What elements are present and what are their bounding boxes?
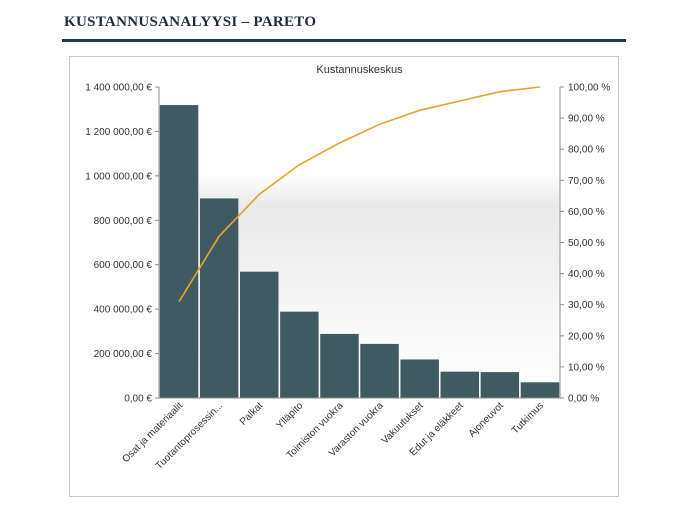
y2-tick-label: 70,00 %	[568, 176, 605, 187]
x-tick-label: Ylläpito	[274, 400, 305, 431]
page-title: KUSTANNUSANALYYSI – PARETO	[64, 14, 317, 30]
y-tick-label: 600 000,00 €	[94, 260, 153, 271]
bar	[279, 311, 320, 399]
y2-tick-label: 60,00 %	[568, 207, 605, 218]
cumulative-line	[178, 86, 541, 303]
title-rule	[62, 39, 626, 42]
y2-tick-label: 10,00 %	[568, 362, 605, 373]
y-tick-label: 200 000,00 €	[94, 349, 153, 360]
y-tick-label: 1 200 000,00 €	[85, 127, 152, 138]
y2-tick-label: 80,00 %	[568, 145, 605, 156]
x-tick-label: Tuotantoprosessin...	[154, 400, 226, 472]
y2-tick-label: 0,00 %	[568, 394, 599, 405]
y2-tick-label: 20,00 %	[568, 331, 605, 342]
y2-tick-label: 100,00 %	[568, 83, 610, 94]
x-tick-label: Tutkimus	[510, 400, 546, 436]
y-tick-label: 1 400 000,00 €	[85, 83, 152, 94]
chart-title: Kustannuskeskus	[316, 64, 403, 76]
y2-tick-label: 50,00 %	[568, 238, 605, 249]
bar	[399, 358, 440, 399]
bar	[159, 104, 199, 399]
y2-tick-label: 30,00 %	[568, 300, 605, 311]
bar	[520, 381, 560, 399]
bar	[479, 371, 520, 399]
y-tick-label: 0,00 €	[124, 394, 152, 405]
bar	[199, 197, 240, 399]
y2-tick-label: 90,00 %	[568, 114, 605, 125]
y2-tick-label: 40,00 %	[568, 269, 605, 280]
y-tick-label: 1 000 000,00 €	[85, 171, 152, 182]
x-tick-label: Palkat	[238, 400, 266, 428]
bar	[359, 343, 400, 399]
bar	[439, 371, 480, 399]
y-tick-label: 400 000,00 €	[94, 305, 153, 316]
y-tick-label: 800 000,00 €	[94, 216, 153, 227]
bar	[319, 333, 360, 399]
x-tick-label: Ajoneuvot	[467, 400, 506, 439]
bar	[239, 271, 280, 399]
